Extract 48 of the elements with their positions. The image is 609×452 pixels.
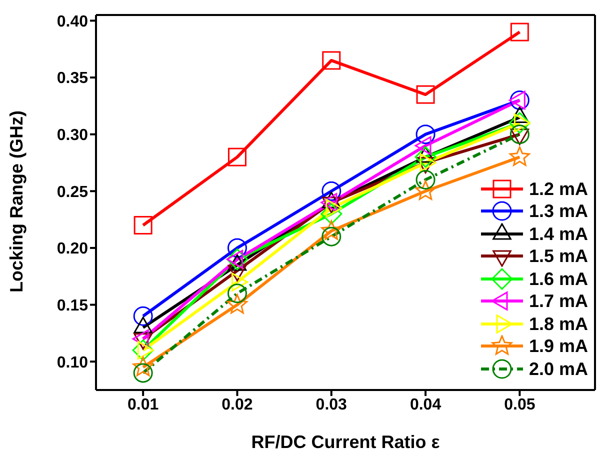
point bbox=[510, 22, 529, 42]
x-tick-label: 0.04 bbox=[410, 396, 442, 414]
point bbox=[132, 356, 154, 376]
point bbox=[416, 85, 435, 104]
y-tick-label: 0.20 bbox=[56, 240, 88, 258]
legend-label: 1.9 mA bbox=[528, 335, 588, 358]
point bbox=[414, 146, 436, 168]
x-tick-label: 0.05 bbox=[504, 396, 536, 414]
point bbox=[226, 294, 248, 314]
point bbox=[509, 146, 530, 166]
point bbox=[416, 170, 436, 190]
point bbox=[133, 363, 153, 383]
point bbox=[322, 226, 342, 246]
point bbox=[228, 148, 246, 166]
point bbox=[416, 124, 436, 144]
y-tick-label: 0.15 bbox=[56, 297, 88, 314]
point bbox=[415, 180, 436, 200]
legend-label: 1.7 mA bbox=[528, 290, 588, 312]
point bbox=[510, 124, 530, 144]
y-tick-label: 0.30 bbox=[56, 127, 88, 144]
point bbox=[508, 112, 530, 134]
x-tick-label: 0.01 bbox=[128, 396, 159, 414]
x-tick-label: 0.02 bbox=[222, 396, 253, 414]
point bbox=[132, 339, 154, 361]
y-tick-label: 0.25 bbox=[56, 184, 88, 201]
point bbox=[510, 90, 530, 110]
point bbox=[227, 238, 247, 258]
point bbox=[133, 306, 153, 326]
point bbox=[321, 220, 342, 240]
y-tick-label: 0.10 bbox=[56, 354, 88, 372]
legend-label: 1.3 mA bbox=[528, 200, 588, 222]
point bbox=[227, 284, 247, 304]
point bbox=[320, 203, 342, 225]
point bbox=[322, 51, 341, 70]
x-axis-title: RF/DC Current Ratio ε bbox=[251, 432, 440, 452]
legend-label: 1.4 mA bbox=[528, 222, 588, 245]
legend-label: 1.6 mA bbox=[528, 268, 588, 290]
point bbox=[226, 248, 248, 270]
x-tick-label: 0.03 bbox=[316, 396, 348, 414]
legend-label: 1.5 mA bbox=[528, 245, 588, 268]
legend-label: 1.8 mA bbox=[528, 312, 588, 335]
legend-label: 1.2 mA bbox=[528, 178, 588, 200]
y-tick-label: 0.35 bbox=[56, 70, 88, 88]
y-tick-label: 0.40 bbox=[56, 13, 88, 30]
point bbox=[134, 216, 152, 234]
y-axis-title: Locking Range (GHz) bbox=[6, 110, 26, 292]
point bbox=[322, 181, 342, 201]
legend-label: 2.0 mA bbox=[528, 358, 588, 380]
